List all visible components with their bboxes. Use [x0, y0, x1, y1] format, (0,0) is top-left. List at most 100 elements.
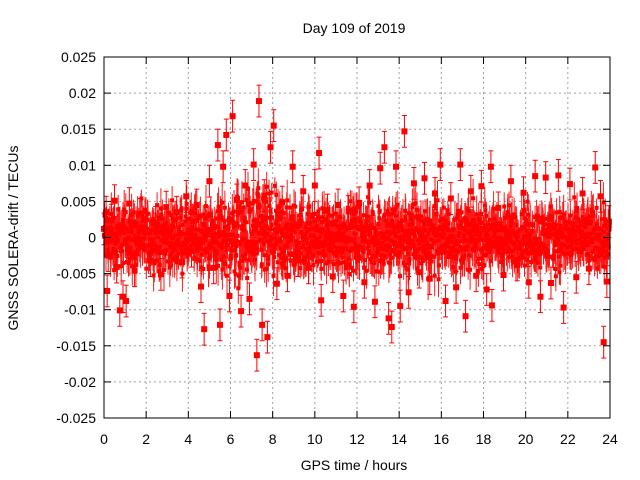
point-marker — [253, 352, 260, 359]
point-marker — [113, 264, 120, 271]
point-marker — [361, 279, 368, 286]
point-marker — [381, 144, 388, 151]
data-point — [560, 291, 567, 324]
data-point — [547, 266, 554, 300]
data-point — [532, 159, 539, 193]
data-point — [126, 187, 133, 220]
data-point — [467, 174, 474, 208]
point-marker — [123, 298, 130, 305]
point-marker — [345, 208, 352, 215]
x-tick-label: 6 — [227, 431, 235, 447]
data-point — [318, 283, 325, 317]
point-marker — [453, 284, 460, 291]
point-marker — [259, 321, 266, 328]
data-point — [329, 260, 336, 293]
point-marker — [488, 302, 495, 309]
data-point — [179, 245, 186, 279]
data-point — [168, 229, 175, 263]
data-point — [426, 262, 433, 296]
y-tick-label: 0.01 — [69, 157, 96, 173]
data-point — [377, 151, 384, 185]
data-point — [264, 320, 271, 354]
data-point — [385, 301, 392, 335]
point-marker — [397, 303, 404, 310]
y-tick-label: 0.005 — [61, 193, 96, 209]
data-point — [108, 203, 115, 237]
point-marker — [500, 272, 507, 279]
data-point — [488, 288, 495, 322]
data-point — [270, 109, 277, 142]
data-point — [537, 280, 544, 314]
point-marker — [142, 228, 149, 235]
point-marker — [136, 211, 143, 218]
data-point — [206, 164, 213, 198]
data-point — [201, 312, 208, 346]
point-marker — [592, 164, 599, 171]
data-point — [226, 279, 233, 313]
data-point — [366, 169, 373, 202]
data-point — [273, 267, 280, 301]
data-point — [579, 177, 586, 210]
data-point — [284, 259, 291, 293]
point-marker — [462, 313, 469, 320]
point-marker — [193, 202, 200, 209]
point-marker — [126, 200, 133, 207]
y-tick-labels: -0.025 -0.02 -0.015 -0.01 -0.005 0 0.005 0.01 0.… — [56, 49, 96, 426]
point-marker — [168, 243, 175, 250]
data-point — [600, 325, 607, 359]
x-tick-label: 14 — [391, 431, 407, 447]
point-marker — [388, 324, 395, 331]
point-marker — [105, 252, 112, 259]
data-point — [507, 164, 514, 198]
data-point — [410, 166, 417, 200]
point-marker — [525, 279, 532, 286]
data-point — [300, 174, 307, 208]
point-marker — [410, 180, 417, 187]
point-marker — [467, 188, 474, 195]
point-marker — [197, 283, 204, 290]
data-point — [136, 198, 143, 231]
data-point — [345, 195, 352, 228]
point-marker — [377, 165, 384, 172]
x-tick-label: 2 — [142, 431, 150, 447]
point-marker — [405, 289, 412, 296]
data-point — [437, 148, 444, 181]
point-marker — [566, 181, 573, 188]
point-marker — [289, 163, 296, 170]
data-point — [142, 215, 149, 249]
data-point — [316, 136, 323, 170]
data-point — [401, 114, 408, 148]
point-marker — [116, 307, 123, 314]
point-marker — [119, 293, 126, 300]
data-point — [183, 179, 190, 213]
point-marker — [131, 267, 138, 274]
data-point — [335, 188, 342, 222]
data-point — [495, 191, 502, 225]
data-point — [592, 151, 599, 184]
x-tick-label: 0 — [100, 431, 108, 447]
data-point — [573, 260, 580, 294]
data-point — [542, 161, 549, 194]
point-marker — [442, 298, 449, 305]
point-marker — [542, 174, 549, 181]
data-point — [242, 169, 249, 202]
point-marker — [220, 163, 227, 170]
data-point — [229, 99, 236, 133]
data-point — [104, 274, 111, 308]
y-tick-label: 0.02 — [69, 85, 96, 101]
data-point — [193, 188, 200, 222]
data-point — [432, 177, 439, 210]
x-tick-label: 4 — [184, 431, 192, 447]
data-point — [197, 270, 204, 303]
point-marker — [261, 192, 268, 199]
data-point — [261, 179, 268, 213]
point-marker — [478, 183, 485, 190]
point-marker — [214, 142, 221, 149]
data-point — [483, 273, 490, 306]
data-point — [356, 186, 363, 220]
point-marker — [179, 259, 186, 266]
data-point — [233, 183, 240, 217]
data-point — [500, 258, 507, 292]
point-marker — [507, 178, 514, 185]
